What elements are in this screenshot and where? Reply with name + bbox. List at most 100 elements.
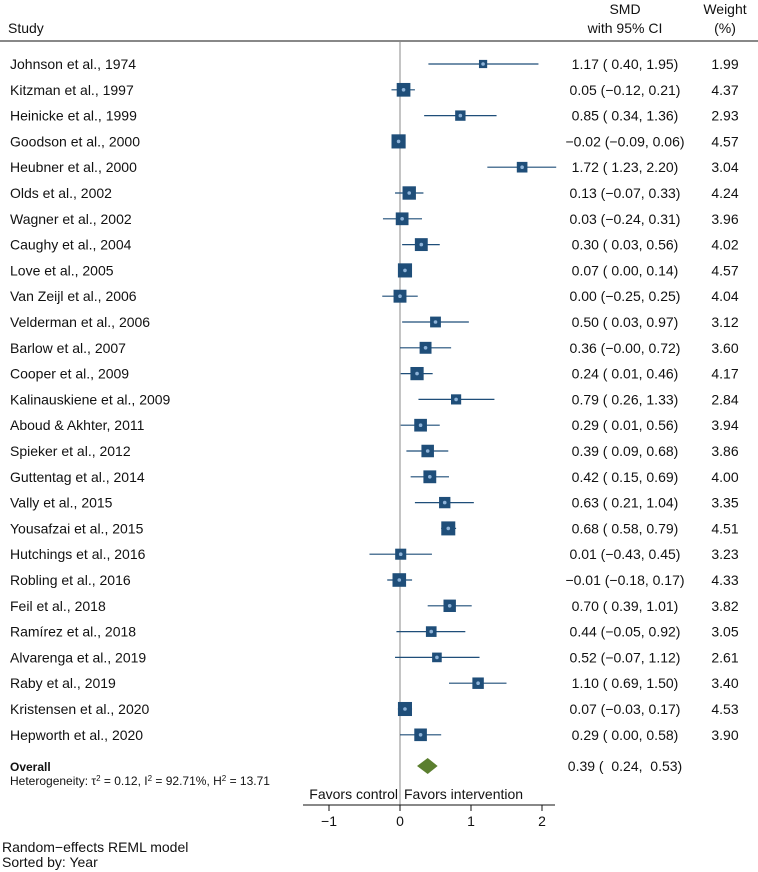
- study-name: Hutchings et al., 2016: [10, 546, 146, 562]
- study-name: Hepworth et al., 2020: [10, 727, 143, 743]
- weight-text: 4.17: [711, 366, 738, 382]
- study-name: Guttentag et al., 2014: [10, 469, 145, 485]
- study-row: Kitzman et al., 1997 0.05 (−0.12, 0.21) 4.…: [10, 82, 739, 98]
- ci-text: 0.70 ( 0.39, 1.01): [572, 598, 679, 614]
- point-estimate-marker: [396, 139, 401, 144]
- point-estimate-marker: [454, 397, 458, 402]
- study-row: Olds et al., 2002 0.13 (−0.07, 0.33) 4.24: [10, 185, 739, 201]
- weight-text: 1.99: [711, 56, 738, 72]
- point-estimate-marker: [429, 629, 434, 634]
- point-estimate-marker: [442, 500, 447, 505]
- study-name: Vally et al., 2015: [10, 495, 113, 511]
- ci-text: 0.36 (−0.00, 0.72): [570, 340, 681, 356]
- weight-text: 3.40: [711, 675, 738, 691]
- x-axis: Favors control Favors intervention −1 0 1 2: [303, 786, 555, 829]
- study-name: Kalinauskiene et al., 2009: [10, 391, 171, 407]
- study-row: Robling et al., 2016 −0.01 (−0.18, 0.17) 4…: [10, 572, 739, 588]
- weight-text: 3.86: [711, 443, 738, 459]
- ci-text: 0.29 ( 0.00, 0.58): [572, 727, 679, 743]
- study-name: Ramírez et al., 2018: [10, 624, 136, 640]
- ci-text: 1.17 ( 0.40, 1.95): [572, 56, 679, 72]
- ci-text: 0.50 ( 0.03, 0.97): [572, 314, 679, 330]
- point-estimate-marker: [446, 526, 451, 531]
- weight-text: 4.37: [711, 82, 738, 98]
- ci-text: 0.05 (−0.12, 0.21): [570, 82, 681, 98]
- study-name: Heubner et al., 2000: [10, 159, 137, 175]
- ci-header: with 95% CI: [587, 20, 663, 36]
- ci-text: 0.42 ( 0.15, 0.69): [572, 469, 679, 485]
- study-row: Alvarenga et al., 2019 0.52 (−0.07, 1.12)…: [10, 649, 739, 665]
- weight-text: 4.04: [711, 288, 738, 304]
- study-name: Love et al., 2005: [10, 262, 114, 278]
- point-estimate-marker: [418, 733, 423, 737]
- study-row: Vally et al., 2015 0.63 ( 0.21, 1.04) 3.35: [10, 495, 739, 511]
- study-name: Raby et al., 2019: [10, 675, 116, 691]
- forest-plot: Study SMD with 95% CI Weight (%) Johnson…: [0, 1, 758, 829]
- study-row: Caughy et al., 2004 0.30 ( 0.03, 0.56) 4.0…: [10, 237, 739, 253]
- study-name: Kristensen et al., 2020: [10, 701, 150, 717]
- ci-text: 0.29 ( 0.01, 0.56): [572, 417, 679, 433]
- study-name: Aboud & Akhter, 2011: [10, 417, 145, 433]
- study-name: Van Zeijl et al., 2006: [10, 288, 137, 304]
- x-tick-label: 1: [467, 813, 475, 829]
- weight-text: 4.57: [711, 262, 738, 278]
- x-tick-label: 0: [396, 813, 404, 829]
- study-name: Cooper et al., 2009: [10, 366, 129, 382]
- study-name: Heinicke et al., 1999: [10, 108, 137, 124]
- study-row: Heinicke et al., 1999 0.85 ( 0.34, 1.36) 2…: [10, 108, 739, 124]
- study-row: Yousafzai et al., 2015 0.68 ( 0.58, 0.79)…: [10, 520, 739, 536]
- study-row: Love et al., 2005 0.07 ( 0.00, 0.14) 4.57: [10, 262, 739, 278]
- point-estimate-marker: [397, 578, 402, 582]
- favors-control-label: Favors control: [309, 786, 398, 802]
- ci-text: 0.68 ( 0.58, 0.79): [572, 520, 679, 536]
- favors-intervention-label: Favors intervention: [404, 786, 523, 802]
- weight-text: 4.00: [711, 469, 738, 485]
- study-name: Wagner et al., 2002: [10, 211, 132, 227]
- point-estimate-marker: [398, 294, 402, 299]
- study-row: Spieker et al., 2012 0.39 ( 0.09, 0.68) 3.…: [10, 443, 739, 459]
- ci-text: 0.44 (−0.05, 0.92): [570, 624, 681, 640]
- weight-text: 3.82: [711, 598, 738, 614]
- ci-text: 0.07 (−0.03, 0.17): [570, 701, 681, 717]
- weight-unit-header: (%): [714, 20, 736, 36]
- study-row: Aboud & Akhter, 2011 0.29 ( 0.01, 0.56) 3.…: [10, 417, 739, 433]
- x-tick-label: 2: [538, 813, 546, 829]
- model-footnote: Random−effects REML model: [2, 839, 189, 855]
- point-estimate-marker: [428, 475, 432, 479]
- weight-text: 2.61: [711, 649, 738, 665]
- study-row: Van Zeijl et al., 2006 0.00 (−0.25, 0.25)…: [10, 288, 739, 304]
- study-name: Feil et al., 2018: [10, 598, 106, 614]
- sorted-footnote: Sorted by: Year: [2, 854, 98, 870]
- study-name: Kitzman et al., 1997: [10, 82, 134, 98]
- study-name: Velderman et al., 2006: [10, 314, 150, 330]
- study-row: Barlow et al., 2007 0.36 (−0.00, 0.72) 3.6…: [10, 340, 739, 356]
- point-estimate-marker: [407, 191, 412, 195]
- point-estimate-marker: [425, 449, 430, 453]
- point-estimate-marker: [415, 371, 419, 376]
- weight-text: 3.96: [711, 211, 738, 227]
- ci-text: 0.52 (−0.07, 1.12): [570, 649, 681, 665]
- heterogeneity-text: Heterogeneity: τ2 = 0.12, I2 = 92.71%, H…: [10, 774, 270, 789]
- study-name: Johnson et al., 1974: [10, 56, 136, 72]
- weight-text: 3.05: [711, 624, 738, 640]
- point-estimate-marker: [476, 681, 480, 685]
- study-name: Yousafzai et al., 2015: [10, 520, 144, 536]
- weight-text: 4.51: [711, 520, 738, 536]
- weight-text: 3.04: [711, 159, 738, 175]
- study-row: Goodson et al., 2000 −0.02 (−0.09, 0.06) 4…: [10, 133, 739, 149]
- ci-text: 0.24 ( 0.01, 0.46): [572, 366, 679, 382]
- weight-text: 4.24: [711, 185, 738, 201]
- study-name: Robling et al., 2016: [10, 572, 131, 588]
- weight-text: 4.33: [711, 572, 738, 588]
- study-row: Feil et al., 2018 0.70 ( 0.39, 1.01) 3.82: [10, 598, 739, 614]
- point-estimate-marker: [418, 423, 423, 428]
- point-estimate-marker: [403, 268, 407, 273]
- study-name: Olds et al., 2002: [10, 185, 112, 201]
- weight-text: 3.94: [711, 417, 738, 433]
- point-estimate-marker: [458, 113, 463, 118]
- ci-text: 0.03 (−0.24, 0.31): [570, 211, 681, 227]
- overall-label: Overall: [10, 760, 51, 774]
- study-name: Alvarenga et al., 2019: [10, 649, 146, 665]
- weight-text: 3.23: [711, 546, 738, 562]
- study-row: Cooper et al., 2009 0.24 ( 0.01, 0.46) 4.1…: [10, 366, 739, 382]
